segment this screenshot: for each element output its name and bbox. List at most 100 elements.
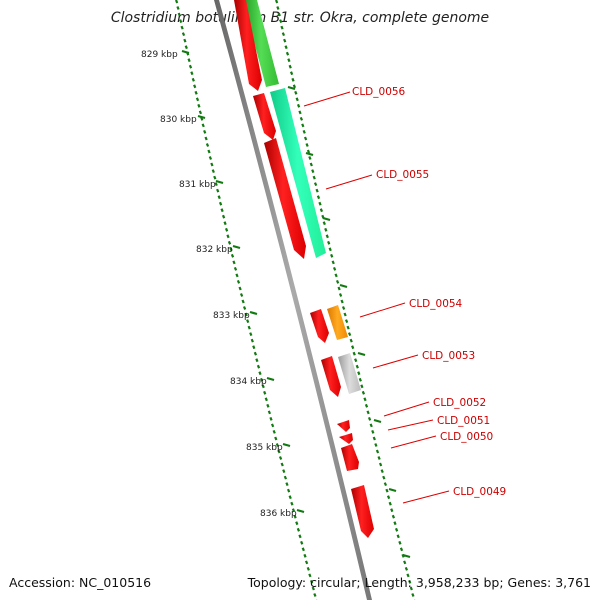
inner-tick-dot — [232, 260, 236, 265]
outer-tick-dot — [337, 286, 341, 291]
inner-tick-dot — [259, 377, 264, 382]
kbp-label-835: 835 kbp — [246, 443, 283, 453]
outer-tick-dot — [393, 521, 397, 526]
inner-tick-dot — [208, 156, 213, 160]
kbp-major-ticks — [181, 49, 305, 514]
gene-arrow-56-red[interactable] — [253, 93, 276, 140]
inner-tick-dot — [204, 136, 208, 141]
inner-tick-dot — [179, 19, 183, 24]
outer-tick-dot — [386, 495, 391, 500]
outer-tick-dot — [388, 501, 392, 506]
outer-tick-dot — [383, 482, 388, 487]
inner-tick-dot — [230, 253, 235, 258]
inner-tick-dot — [242, 306, 247, 310]
inner-tick-dot — [227, 240, 232, 245]
outer-tick-dot — [372, 436, 376, 441]
gene-label-cld-0054[interactable]: CLD_0054 — [409, 298, 463, 310]
gene-arrow-green-top[interactable] — [243, 0, 279, 87]
outer-tick-dot — [411, 593, 415, 597]
inner-tick-dot — [308, 573, 312, 578]
outer-tick-dot — [363, 397, 367, 402]
gene-arrow-red-top[interactable] — [234, 0, 262, 91]
outer-tick-dot — [346, 325, 350, 330]
outer-tick-dot — [390, 508, 394, 513]
inner-tick-dot — [311, 586, 315, 591]
inner-tick-dot — [249, 332, 253, 337]
outer-tick-dot — [330, 253, 334, 258]
outer-tick-dot — [305, 143, 309, 147]
outer-tick-dot — [347, 332, 352, 337]
outer-tick-dot — [319, 208, 324, 213]
inner-tick-dot — [203, 129, 207, 134]
gene-label-cld-0050[interactable]: CLD_0050 — [440, 431, 493, 443]
outer-tick-dot — [287, 58, 291, 63]
kbp-label-830: 830 kbp — [160, 115, 197, 125]
outer-tick-dot — [367, 416, 372, 421]
outer-tick-dot — [279, 19, 283, 24]
inner-tick-dot — [188, 64, 193, 69]
inner-tick-dot — [295, 521, 299, 526]
outer-tick-dot — [382, 475, 386, 480]
outer-tick-dot — [299, 116, 304, 121]
outer-tick-dot — [338, 293, 343, 297]
inner-tick-ring — [174, 0, 318, 600]
outer-tick-dot — [328, 247, 332, 252]
gene-arrow-53-grey[interactable] — [338, 353, 361, 394]
outer-tick-dot — [288, 64, 292, 69]
outer-tick-dot — [295, 97, 299, 102]
outer-major-ticks — [287, 85, 411, 559]
inner-tick-dot — [229, 247, 233, 252]
gene-arrow-54-orange[interactable] — [327, 305, 348, 340]
gene-label-cld-0051[interactable]: CLD_0051 — [437, 415, 490, 427]
gene-arrow-52-red[interactable] — [337, 420, 350, 432]
inner-tick-dot — [306, 566, 310, 571]
outer-tick-dot — [306, 149, 311, 154]
inner-tick-dot — [288, 495, 292, 500]
gene-arrow-50-red[interactable] — [341, 444, 359, 471]
inner-tick-dot — [261, 384, 265, 389]
outer-tick-dot — [289, 71, 294, 76]
gene-labels: CLD_0056 CLD_0055 CLD_0054 CLD_0053 CLD_… — [352, 86, 506, 498]
gene-arrow-51-red[interactable] — [339, 433, 353, 444]
gene-leader-lines — [303, 91, 450, 504]
kbp-label-833: 833 kbp — [213, 311, 250, 321]
inner-tick-dot — [236, 279, 241, 284]
inner-tick-dot — [250, 338, 254, 343]
inner-tick-dot — [218, 201, 223, 206]
inner-tick-dot — [269, 416, 273, 421]
gene-label-cld-0049[interactable]: CLD_0049 — [453, 486, 506, 498]
outer-tick-dot — [274, 0, 279, 4]
outer-tick-dot — [391, 514, 396, 519]
inner-tick-dot — [253, 351, 258, 356]
inner-tick-dot — [246, 319, 250, 324]
gene-label-cld-0053[interactable]: CLD_0053 — [422, 350, 475, 362]
inner-tick-dot — [275, 443, 280, 447]
outer-tick-dot — [283, 38, 287, 43]
inner-tick-dot — [194, 90, 198, 95]
gene-label-cld-0052[interactable]: CLD_0052 — [433, 397, 486, 409]
gene-arrow-54-red[interactable] — [310, 309, 329, 343]
outer-tick-dot — [406, 573, 410, 578]
inner-tick-dot — [303, 553, 307, 558]
accession-label: Accession: NC_010516 — [9, 575, 152, 590]
outer-tick-dot — [366, 410, 370, 415]
map-title: Clostridium botulinum B1 str. Okra, comp… — [110, 10, 490, 26]
gene-arrow-53-red[interactable] — [321, 356, 341, 397]
gene-label-cld-0056[interactable]: CLD_0056 — [352, 86, 406, 98]
gene-label-cld-0055[interactable]: CLD_0055 — [376, 169, 429, 181]
gene-arrow-55-teal[interactable] — [270, 88, 326, 258]
outer-tick-dot — [301, 123, 305, 128]
outer-tick-dot — [344, 319, 349, 324]
inner-tick-dot — [238, 286, 242, 291]
inner-tick-dot — [216, 188, 220, 193]
inner-tick-dot — [180, 25, 184, 30]
gene-block-top[interactable] — [234, 0, 279, 91]
gene-arrow-55-red[interactable] — [264, 138, 306, 259]
outer-tick-dot — [291, 77, 295, 82]
gene-arrow-49-red[interactable] — [351, 485, 374, 538]
outer-tick-dot — [394, 527, 399, 532]
inner-tick-dot — [263, 390, 267, 395]
outer-tick-dot — [322, 221, 326, 226]
outer-tick-dot — [331, 260, 335, 265]
